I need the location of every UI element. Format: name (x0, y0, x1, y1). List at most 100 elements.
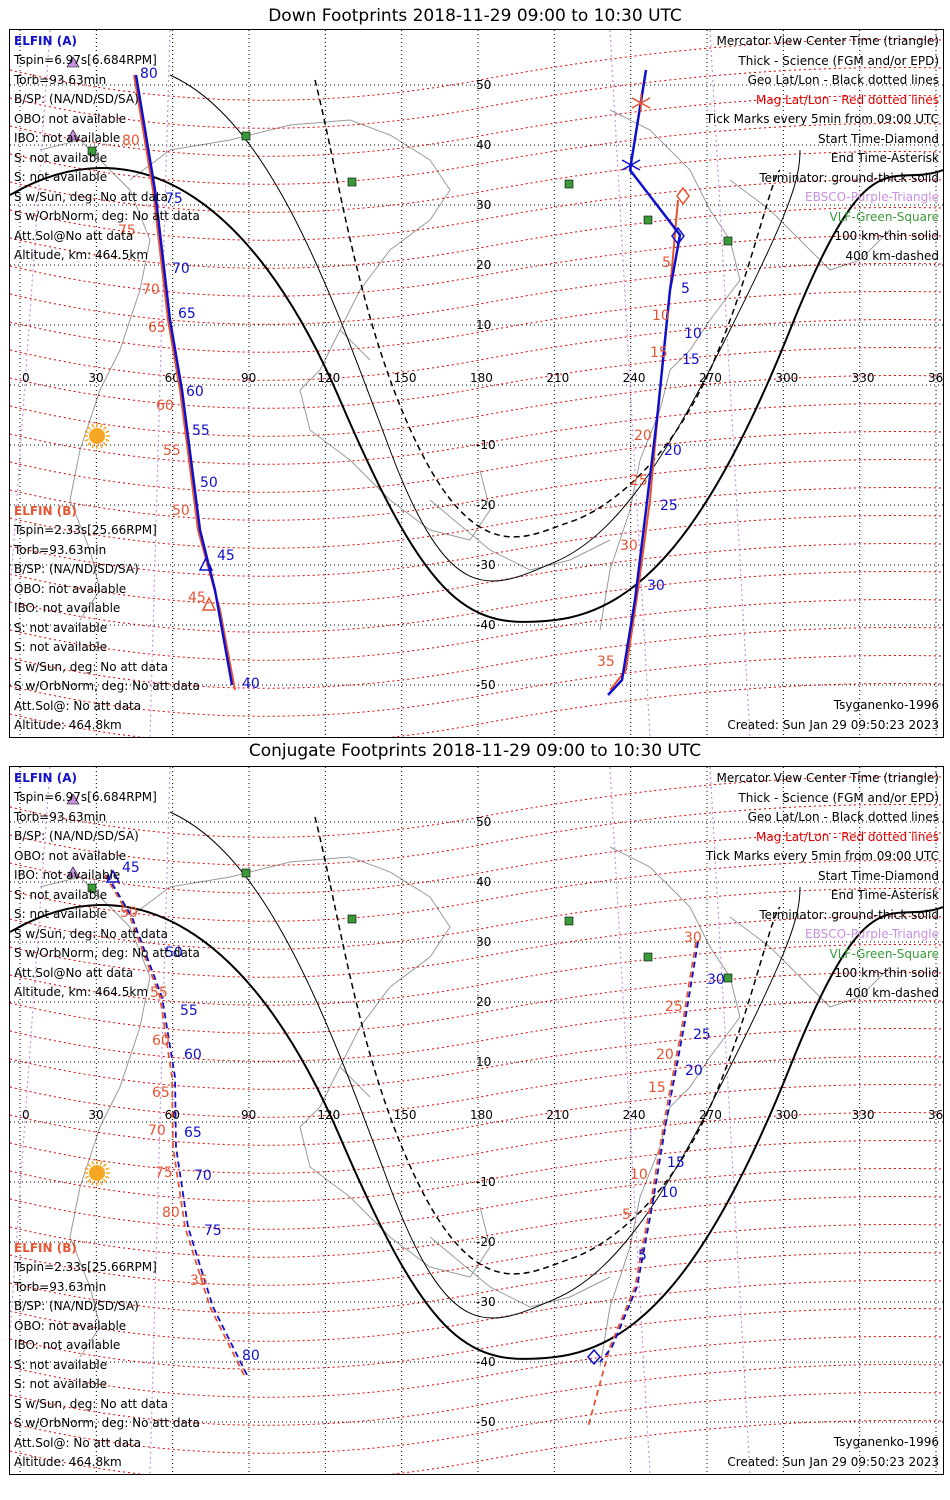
elfin-b-tick-label: 25 (665, 999, 683, 1015)
elfin-a-info-line: B/SP: (NA/ND/SD/SA) (14, 829, 139, 843)
longitude-tick-label: 180 (470, 371, 493, 385)
elfin-b-name: ELFIN (B) (14, 504, 77, 518)
legend-line: EBSCO-Purple-Triangle (805, 927, 939, 941)
elfin-a-info-line: OBO: not available (14, 112, 126, 126)
elfin-b-info-line: Att.Sol@: No att data (14, 1436, 141, 1450)
longitude-tick-label: 150 (394, 1108, 417, 1122)
elfin-a-name: ELFIN (A) (14, 771, 77, 785)
vlf-stations (88, 869, 732, 982)
green-square-icon (644, 216, 652, 224)
elfin-b-tick-label: 15 (648, 1080, 666, 1096)
elfin-b-tick-label: 70 (148, 1123, 166, 1139)
legend-line: 400 km-dashed (845, 986, 939, 1000)
latitude-tick-label: -10 (476, 438, 496, 452)
legend-line: Thick - Science (FGM and/or EPD) (738, 54, 939, 68)
legend-line: Mag Lat/Lon - Red dotted lines (756, 830, 939, 844)
elfin-b-tick-label: 60 (156, 398, 174, 414)
elfin-b-info-line: IBO: not available (14, 601, 120, 615)
down-panel-title: Down Footprints 2018-11-29 09:00 to 10:3… (0, 6, 950, 26)
vlf-stations (88, 132, 732, 245)
elfin-b-tick-label: 65 (152, 1085, 170, 1101)
longitude-tick-label: 330 (852, 1108, 875, 1122)
elfin-a-tick-label: 5 (681, 281, 690, 297)
elfin-a-track-west (136, 75, 232, 685)
elfin-b-tick-label: 25 (630, 473, 648, 489)
elfin-a-tick-label: 10 (660, 1185, 678, 1201)
elfin-b-tick-label: 65 (148, 320, 166, 336)
latitude-tick-label: 50 (476, 815, 491, 829)
latitude-tick-label: 30 (476, 935, 491, 949)
elfin-a-tick-label: 10 (684, 326, 702, 342)
legend-line: Terminator: ground-thick solid (759, 908, 939, 922)
latitude-tick-label: 20 (476, 995, 491, 1009)
elfin-b-tick-label: 35 (190, 1273, 208, 1289)
elfin-a-track-east (600, 942, 698, 1362)
latitude-tick-label: 40 (476, 875, 491, 889)
elfin-a-tick-label: 15 (667, 1155, 685, 1171)
elfin-a-tick-label: 70 (172, 261, 190, 277)
legend-line: Mag Lat/Lon - Red dotted lines (756, 93, 939, 107)
elfin-b-tick-label: 10 (652, 308, 670, 324)
green-square-icon (644, 953, 652, 961)
elfin-a-tick-label: 55 (192, 423, 210, 439)
elfin-a-info-line: IBO: not available (14, 868, 120, 882)
continent-outlines (40, 110, 890, 630)
terminator-curves (10, 812, 943, 1359)
elfin-b-tick-label: 5 (662, 255, 671, 271)
elfin-b-info-line: OBO: not available (14, 1319, 126, 1333)
latitude-tick-label: -30 (476, 1295, 496, 1309)
green-square-icon (724, 974, 732, 982)
legend-line: 400 km-dashed (845, 249, 939, 263)
longitude-tick-label: 360 (928, 371, 943, 385)
elfin-b-info-line: S w/OrbNorm, deg: No att data (14, 679, 200, 693)
longitude-tick-label: 180 (470, 1108, 493, 1122)
elfin-b-info-line: S: not available (14, 1358, 107, 1372)
longitude-tick-label: 90 (241, 371, 256, 385)
elfin-b-tick-label: 35 (597, 654, 615, 670)
latitude-tick-label: 50 (476, 78, 491, 92)
green-square-icon (565, 917, 573, 925)
elfin-a-tick-label: 65 (184, 1125, 202, 1141)
elfin-a-tick-label: 55 (180, 1003, 198, 1019)
longitude-tick-label: 0 (22, 1108, 30, 1122)
elfin-b-tick-label: 80 (122, 133, 140, 149)
legend-line: EBSCO-Purple-Triangle (805, 190, 939, 204)
elfin-a-tick-label: 60 (186, 384, 204, 400)
elfin-a-info-line: S w/OrbNorm, deg: No att data (14, 946, 200, 960)
elfin-b-info-line: Tspin=2.33s[25.66RPM] (14, 523, 157, 537)
longitude-tick-label: 150 (394, 371, 417, 385)
legend-line: Mercator View Center Time (triangle) (717, 34, 939, 48)
elfin-b-info-line: S w/OrbNorm, deg: No att data (14, 1416, 200, 1430)
map-canvas: 0 30 60 90 120 150 180 210 240 270 300 330 360 70 60 50… (10, 767, 943, 1474)
elfin-a-tick-label: 15 (682, 352, 700, 368)
conjugate-panel-title: Conjugate Footprints 2018-11-29 09:00 to… (0, 741, 950, 761)
latitude-tick-label: -50 (476, 1415, 496, 1429)
elfin-a-info-line: Tspin=6.97s[6.684RPM] (14, 790, 157, 804)
elfin-b-info-line: S: not available (14, 640, 107, 654)
elfin-a-tick-label: 80 (140, 66, 158, 82)
elfin-a-tick-label: 30 (707, 972, 725, 988)
latitude-tick-label: -40 (476, 1355, 496, 1369)
elfin-a-info-line: S w/Sun, deg: No att data (14, 927, 168, 941)
elfin-a-tick-label: 40 (242, 676, 260, 692)
legend-line: 100 km-thin solid (834, 229, 939, 243)
elfin-a-tick-label: 80 (242, 1348, 260, 1364)
elfin-a-tick-label: 60 (184, 1047, 202, 1063)
longitude-tick-label: 210 (546, 371, 569, 385)
continent-outlines (40, 847, 890, 1367)
elfin-b-tick-label: 15 (650, 345, 668, 361)
elfin-a-tick-label: 20 (664, 443, 682, 459)
green-square-icon (242, 869, 250, 877)
elfin-b-info-line: Altitude: 464.8km (14, 1455, 122, 1469)
elfin-b-info-line: S w/Sun, deg: No att data (14, 660, 168, 674)
latitude-tick-label: -30 (476, 558, 496, 572)
legend-line: Start Time-Diamond (818, 132, 939, 146)
elfin-b-tick-label: 70 (142, 282, 160, 298)
longitude-tick-label: 30 (88, 1108, 103, 1122)
elfin-a-info-line: B/SP: (NA/ND/SD/SA) (14, 92, 139, 106)
longitude-tick-label: 240 (623, 371, 646, 385)
down-footprints-panel: 0 30 60 90 120 150 180 210 240 270 300 330 360 70 60 50… (9, 29, 944, 738)
elfin-a-tick-label: 70 (194, 1168, 212, 1184)
legend-line: Geo Lat/Lon - Black dotted lines (748, 73, 939, 87)
asterisk-marker-icon (622, 156, 640, 174)
